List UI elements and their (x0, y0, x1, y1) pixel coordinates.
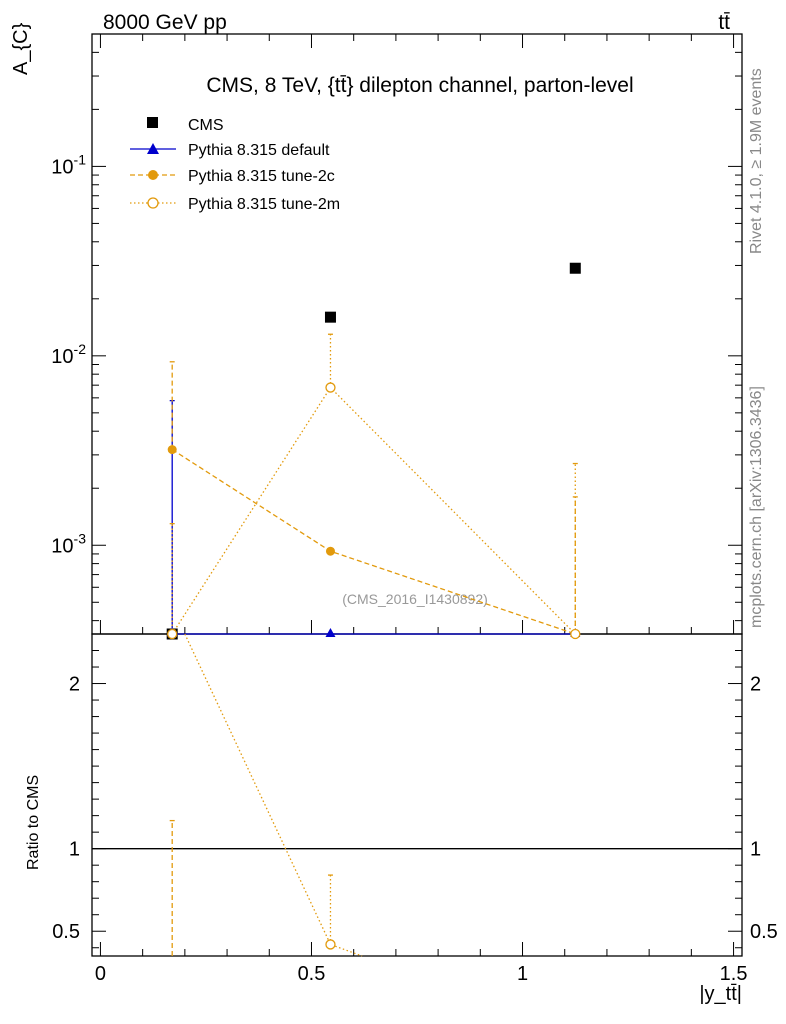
x-tick-label: 1.5 (720, 963, 748, 985)
ratio-tick-label: 1 (69, 839, 80, 861)
ratio-pythia-8-315-tune-2m-line (184, 633, 363, 957)
ratio-axis-label: Ratio to CMS (25, 775, 42, 870)
pythia-8-315-tune-2m-marker (167, 628, 178, 640)
legend-tune2m-marker (147, 197, 159, 209)
pythia-8-315-tune-2m-marker (325, 382, 336, 393)
legend-default-marker (147, 143, 159, 154)
pythia-8-315-tune-2c-marker (325, 546, 335, 556)
legend-cms-label: CMS (188, 117, 224, 134)
legend-tune2m-label: Pythia 8.315 tune-2m (188, 196, 340, 213)
analysis-watermark: (CMS_2016_I1430892) (342, 591, 488, 607)
y-tick-label: 10-3 (51, 530, 86, 557)
pythia-8-315-default-marker (325, 628, 336, 637)
x-tick-label: 0.5 (298, 963, 326, 985)
legend: CMS Pythia 8.315 default Pythia 8.315 tu… (130, 117, 340, 213)
ratio-tick-label-right: 0.5 (750, 921, 778, 943)
ratio-plot-frame (91, 633, 743, 957)
legend-default-label: Pythia 8.315 default (188, 142, 330, 159)
legend-tune2c-label: Pythia 8.315 tune-2c (188, 168, 335, 185)
x-axis-label: |y_tt̄| (699, 983, 742, 1005)
ratio-tick-label: 2 (69, 674, 80, 696)
ratio-pythia-8-315-tune-2m-marker (325, 939, 336, 950)
legend-cms-marker (147, 117, 158, 128)
cms-data-point (569, 262, 581, 274)
chart-title: CMS, 8 TeV, {tt̄} dilepton channel, part… (206, 74, 633, 97)
pythia-8-315-tune-2m-marker (570, 628, 581, 640)
y-tick-label: 10-1 (51, 151, 86, 178)
energy-label: 8000 GeV pp (103, 11, 227, 34)
ratio-tick-label-right: 2 (750, 674, 761, 696)
x-tick-label: 0 (95, 963, 106, 985)
y-axis-label: A_{C} (10, 22, 32, 75)
process-label: tt̄ (718, 11, 730, 34)
ratio-tick-label: 0.5 (52, 921, 80, 943)
y-tick-label: 10-2 (51, 341, 86, 368)
rivet-version-label: Rivet 4.1.0, ≥ 1.9M events (748, 68, 765, 254)
mcplots-label: mcplots.cern.ch [arXiv:1306.3436] (748, 386, 765, 628)
legend-tune2c-marker (148, 170, 158, 180)
x-tick-label: 1 (517, 963, 528, 985)
cms-data-point (324, 311, 336, 323)
ratio-tick-label-right: 1 (750, 839, 761, 861)
pythia-8-315-tune-2c-marker (167, 445, 177, 455)
